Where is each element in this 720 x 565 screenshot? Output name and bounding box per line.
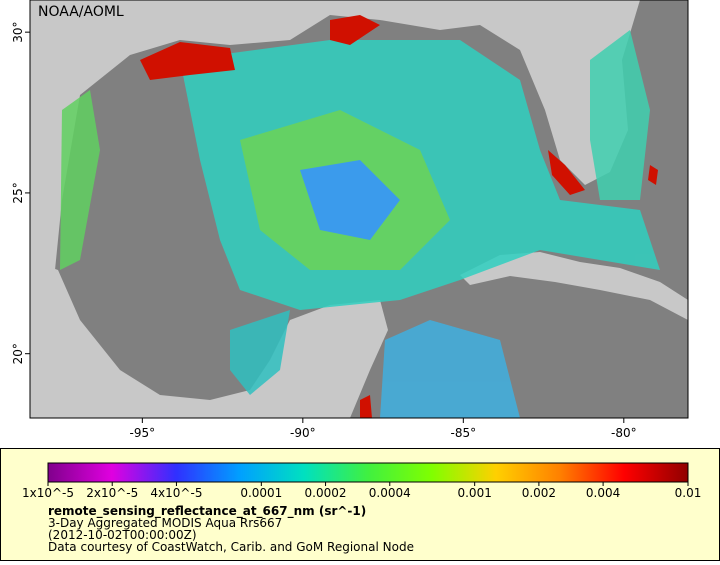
map xyxy=(30,0,688,418)
colorbar-tick-label: 1x10^-5 xyxy=(22,486,74,500)
colorbar-tick-label: 0.0002 xyxy=(305,486,347,500)
y-tick-label: 20° xyxy=(11,343,25,364)
map-frame xyxy=(29,0,689,419)
legend-time: (2012-10-02T00:00:00Z) xyxy=(48,528,197,542)
x-tick-label: -85° xyxy=(451,426,477,440)
colorbar-tick-label: 2x10^-5 xyxy=(86,486,138,500)
land-mexico xyxy=(30,260,388,418)
land-us xyxy=(30,0,640,270)
y-tick-label: 30° xyxy=(11,22,25,43)
land-cuba xyxy=(460,252,688,320)
credit: NOAA/AOML xyxy=(38,4,124,20)
legend-source: Data courtesy of CoastWatch, Carib. and … xyxy=(48,540,414,554)
coastal-high xyxy=(140,15,658,418)
colorbar-tick-label: 0.0001 xyxy=(240,486,282,500)
colorbar xyxy=(47,462,689,483)
colorbar-tick-label: 4x10^-5 xyxy=(150,486,202,500)
reflectance-field xyxy=(60,30,660,418)
x-tick-label: -95° xyxy=(130,426,156,440)
colorbar-tick-label: 0.001 xyxy=(457,486,491,500)
x-tick-label: -90° xyxy=(290,426,316,440)
colorbar-tick-label: 0.002 xyxy=(522,486,556,500)
legend-title: 3-Day Aggregated MODIS Aqua Rrs667 xyxy=(48,516,282,530)
variable: remote_sensing_reflectance_at_667_nm (sr… xyxy=(48,504,366,519)
colorbar-tick-label: 0.01 xyxy=(675,486,702,500)
colorbar-tick-label: 0.004 xyxy=(586,486,620,500)
colorbar-tick-label: 0.0004 xyxy=(369,486,411,500)
y-tick-label: 25° xyxy=(11,182,25,203)
x-tick-label: -80° xyxy=(611,426,637,440)
